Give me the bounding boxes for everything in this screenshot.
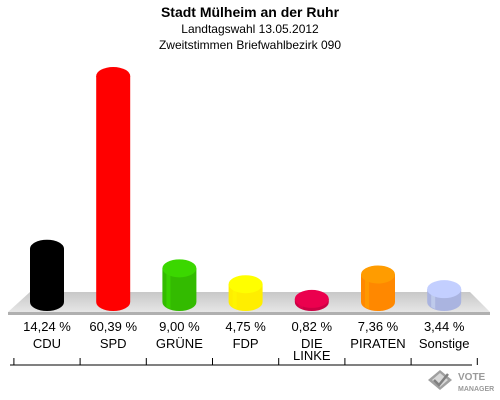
bar-die-linke [294,289,329,311]
bar-fdp [228,275,263,311]
bar-body [361,274,395,311]
bar-sonstige [427,280,462,311]
category-label: CDU [33,336,61,351]
watermark-manager: MANAGER [458,386,494,393]
bar-top [427,280,462,299]
watermark-vote: VOTE [458,372,486,383]
value-label: 60,39 % [89,319,137,334]
category-label: DIE [301,336,323,351]
bar-top [228,275,263,294]
category-axis [10,358,478,366]
value-label: 4,75 % [225,319,266,334]
bar-piraten [361,265,395,311]
bar-highlight [34,248,38,309]
value-label: 0,82 % [292,319,333,334]
chart-subtitle-date: Landtagswahl 13.05.2012 [181,22,319,36]
category-label: FDP [233,336,259,351]
bar-highlight [365,274,369,309]
bar-top [96,67,131,86]
category-label: GRÜNE [156,336,203,351]
bars-group [30,67,462,312]
labels-group: 14,24 % CDU 60,39 % SPD 9,00 % GRÜNE 4,75 % FDP… [23,319,469,363]
category-label: Sonstige [419,336,470,351]
bar-top [294,289,329,308]
category-label: LINKE [293,348,331,363]
chart-subtitle-district: Zweitstimmen Briefwahlbezirk 090 [159,38,341,52]
bar-grüne [162,259,197,311]
category-label: SPD [100,336,127,351]
bar-top [30,239,64,258]
bar-highlight [100,76,105,310]
value-label: 9,00 % [159,319,200,334]
value-label: 14,24 % [23,319,71,334]
value-label: 7,36 % [358,319,399,334]
bar-body [162,268,197,311]
bar-highlight [166,268,171,309]
value-label: 3,44 % [424,319,465,334]
vote-manager-logo-icon [428,370,452,390]
chart-floor-edge [8,312,490,315]
bar-body [96,76,131,312]
bar-body [30,248,64,311]
bar-cdu [30,239,64,311]
chart-title: Stadt Mülheim an der Ruhr [161,4,340,20]
bar-spd [96,67,131,312]
bar-top [361,265,395,284]
bar-top [162,259,197,278]
category-label: PIRATEN [350,336,405,351]
